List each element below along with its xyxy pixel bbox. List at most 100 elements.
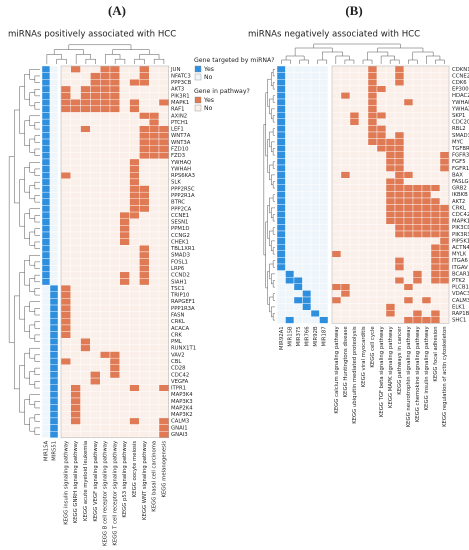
- pathway-cell: [158, 258, 170, 266]
- pathway-cell: [430, 72, 441, 80]
- dendrogram: [19, 179, 25, 227]
- panel-title: miRNAs positively associated with HCC: [8, 30, 176, 40]
- mirna-cell: [49, 231, 59, 239]
- mirna-cell: [276, 78, 286, 86]
- row-label: AXIN2: [171, 113, 187, 119]
- pathway-cell: [385, 177, 396, 185]
- mirna-cell: [41, 198, 51, 206]
- pathway-cell: [158, 291, 170, 299]
- dendrogram: [272, 227, 275, 235]
- pathway-cell: [158, 152, 170, 160]
- pathway-cell: [80, 92, 91, 100]
- pathway-cell: [90, 172, 101, 180]
- pathway-cell: [139, 238, 150, 246]
- row-label: MAPK1: [171, 100, 189, 106]
- pathway-cell: [90, 404, 101, 412]
- pathway-cell: [60, 118, 72, 126]
- pathway-cell: [158, 138, 170, 146]
- pathway-cell: [80, 178, 91, 186]
- pathway-cell: [403, 191, 414, 199]
- mirna-cell: [285, 210, 295, 218]
- mirna-cell: [49, 324, 59, 332]
- pathway-cell: [403, 118, 414, 126]
- pathway-cell: [403, 250, 414, 258]
- pathway-cell: [376, 224, 387, 232]
- row-label: MAP2K4: [171, 405, 193, 411]
- pathway-cell: [70, 79, 81, 87]
- pathway-cell: [403, 65, 414, 73]
- pathway-cell: [439, 72, 450, 80]
- pathway-cell: [139, 118, 150, 126]
- mirna-cell: [293, 237, 303, 245]
- dendrogram: [34, 288, 40, 296]
- pathway-cell: [70, 397, 81, 405]
- dendrogram: [263, 124, 266, 256]
- row-label: MAPK1: [452, 219, 469, 225]
- mirna-cell: [293, 316, 303, 324]
- mirna-cell: [41, 218, 51, 226]
- row-label: CCNG2: [171, 233, 190, 239]
- pathway-cell: [331, 98, 342, 106]
- dendrogram: [153, 58, 165, 64]
- pathway-cell: [90, 79, 101, 87]
- pathway-cell: [412, 197, 423, 205]
- pathway-cell: [80, 138, 91, 146]
- mirna-cell: [41, 251, 51, 259]
- pathway-cell: [340, 290, 351, 298]
- pathway-cell: [403, 131, 414, 139]
- pathway-cell: [60, 404, 72, 412]
- mirna-cell: [285, 217, 295, 225]
- mirna-cell: [41, 404, 51, 412]
- column-label: MIR92B: [313, 326, 319, 347]
- dendrogram: [265, 92, 268, 157]
- mirna-cell: [293, 290, 303, 298]
- mirna-cell: [41, 364, 51, 372]
- pathway-cell: [148, 278, 160, 286]
- pathway-cell: [70, 364, 81, 372]
- pathway-cell: [412, 243, 423, 251]
- dendrogram: [272, 280, 275, 288]
- dendrogram: [29, 231, 35, 246]
- dendrogram: [139, 54, 160, 60]
- pathway-cell: [139, 132, 150, 140]
- pathway-cell: [70, 191, 81, 200]
- column-label: KEGG B cell receptor signaling pathway: [103, 441, 109, 546]
- mirna-cell: [49, 351, 59, 359]
- pathway-cell: [394, 105, 405, 113]
- pathway-cell: [421, 270, 432, 278]
- mirna-cell: [319, 243, 329, 251]
- dendrogram: [34, 334, 40, 342]
- mirna-cell: [285, 158, 295, 166]
- mirna-cell: [285, 118, 295, 126]
- mirna-cell: [41, 152, 51, 160]
- dendrogram: [53, 49, 84, 55]
- row-label: MAP3K3: [171, 399, 193, 405]
- mirna-cell: [41, 377, 51, 385]
- mirna-cell: [285, 111, 295, 119]
- pathway-cell: [109, 384, 121, 392]
- mirna-cell: [285, 197, 295, 205]
- pathway-cell: [148, 384, 160, 392]
- mirna-cell: [285, 164, 295, 172]
- mirna-cell: [310, 138, 320, 146]
- pathway-cell: [403, 158, 414, 166]
- pathway-cell: [158, 384, 170, 392]
- pathway-cell: [139, 271, 150, 279]
- mirna-cell: [41, 132, 51, 140]
- pathway-cell: [421, 171, 432, 179]
- pathway-cell: [139, 265, 150, 273]
- pathway-cell: [331, 204, 342, 212]
- mirna-cell: [302, 144, 312, 152]
- pathway-cell: [80, 218, 91, 226]
- column-label: MIR15A: [44, 440, 50, 461]
- pathway-cell: [99, 251, 111, 259]
- row-label: CBL: [171, 359, 181, 365]
- mirna-cell: [302, 270, 312, 278]
- pathway-cell: [349, 243, 360, 251]
- pathway-cell: [60, 431, 72, 439]
- pathway-cell: [340, 296, 351, 304]
- pathway-cell: [148, 112, 160, 120]
- pathway-cell: [119, 225, 130, 233]
- row-label: RPS6KA3: [171, 173, 195, 179]
- row-label: VDAC3: [452, 291, 469, 297]
